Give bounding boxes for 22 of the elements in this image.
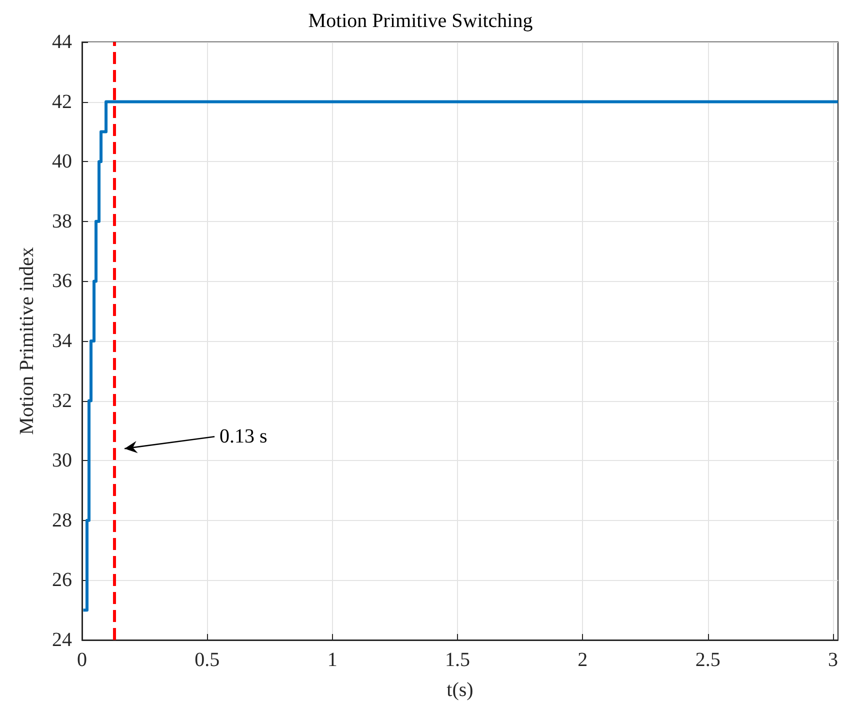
y-tick-label: 28 xyxy=(52,509,72,532)
x-tick-label: 2.5 xyxy=(695,649,720,671)
x-tick-label: 0.5 xyxy=(194,649,220,671)
x-tick-label: 2 xyxy=(578,649,588,671)
annotation: 0.13 s xyxy=(220,426,268,448)
y-tick-label: 44 xyxy=(52,31,72,53)
x-tick-label: 1.5 xyxy=(444,649,470,671)
x-tick-label: 3 xyxy=(828,649,838,671)
y-tick-label: 34 xyxy=(52,330,72,352)
chart-title: Motion Primitive Switching xyxy=(308,10,533,32)
y-tick-label: 36 xyxy=(52,270,72,292)
y-tick-label: 38 xyxy=(52,210,72,232)
y-tick-label: 24 xyxy=(52,629,72,651)
y-tick-label: 30 xyxy=(52,450,72,472)
y-tick-label: 26 xyxy=(52,569,72,592)
y-axis-title: Motion Primitive index xyxy=(16,247,38,435)
x-tick-label: 0 xyxy=(77,649,87,671)
x-axis-title: t(s) xyxy=(446,679,474,701)
x-tick-label: 1 xyxy=(327,649,338,671)
y-tick-label: 42 xyxy=(52,90,72,113)
y-tick-label: 32 xyxy=(52,390,72,412)
y-tick-label: 40 xyxy=(52,150,72,173)
